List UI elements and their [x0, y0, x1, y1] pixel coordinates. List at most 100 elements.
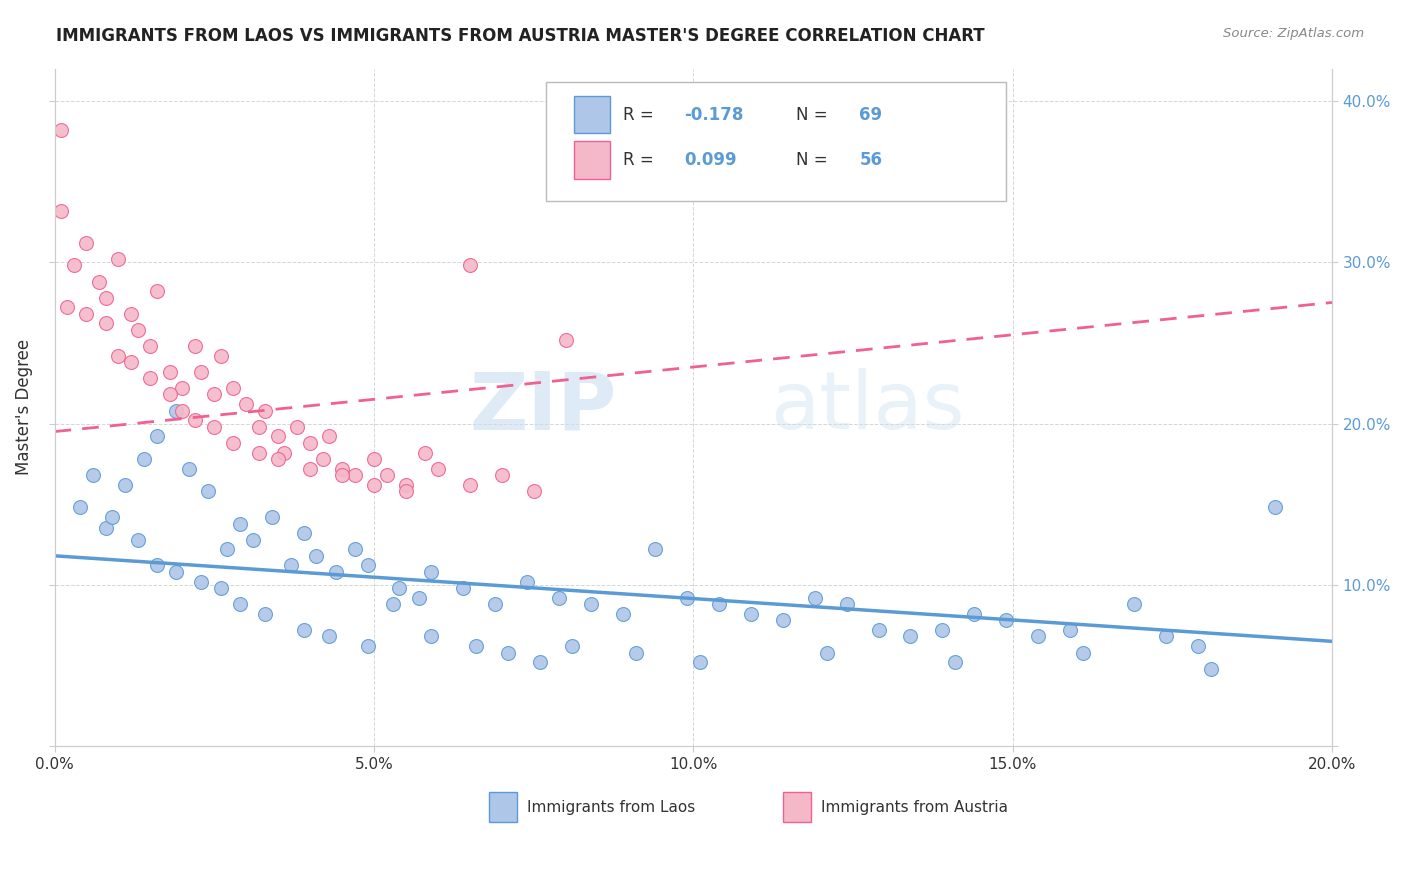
Point: [356, 558, 378, 573]
Point: [267, 429, 290, 443]
Point: [94, 317, 117, 331]
Point: [299, 461, 322, 475]
Point: [689, 655, 711, 669]
Point: [120, 307, 142, 321]
Point: [363, 452, 385, 467]
Text: IMMIGRANTS FROM LAOS VS IMMIGRANTS FROM AUSTRIA MASTER'S DEGREE CORRELATION CHAR: IMMIGRANTS FROM LAOS VS IMMIGRANTS FROM …: [56, 27, 984, 45]
Point: [69, 500, 91, 515]
Point: [1187, 639, 1209, 653]
Point: [75, 235, 97, 250]
Point: [209, 581, 232, 595]
Point: [1154, 630, 1177, 644]
Point: [408, 591, 430, 605]
Point: [190, 574, 212, 589]
Point: [1071, 646, 1094, 660]
Point: [202, 419, 225, 434]
Point: [325, 565, 347, 579]
Point: [242, 533, 264, 547]
Point: [49, 203, 72, 218]
Point: [120, 355, 142, 369]
Point: [318, 429, 340, 443]
Point: [375, 468, 398, 483]
Text: N =: N =: [796, 105, 832, 124]
Point: [82, 468, 104, 483]
Point: [247, 419, 270, 434]
Text: Immigrants from Laos: Immigrants from Laos: [527, 800, 696, 814]
Point: [330, 461, 353, 475]
Point: [343, 468, 366, 483]
Point: [94, 521, 117, 535]
Point: [803, 591, 825, 605]
Text: R =: R =: [623, 105, 659, 124]
Point: [247, 445, 270, 459]
Point: [229, 597, 252, 611]
Point: [943, 655, 966, 669]
Point: [817, 646, 839, 660]
Point: [496, 646, 519, 660]
Point: [222, 435, 245, 450]
Point: [127, 533, 149, 547]
Point: [273, 445, 295, 459]
Point: [523, 484, 546, 499]
Point: [491, 468, 513, 483]
Point: [184, 339, 207, 353]
Point: [612, 607, 634, 621]
Point: [548, 591, 571, 605]
Text: Immigrants from Austria: Immigrants from Austria: [821, 800, 1008, 814]
Point: [312, 452, 335, 467]
Point: [172, 403, 194, 417]
Text: 56: 56: [859, 151, 883, 169]
Point: [215, 542, 238, 557]
Point: [356, 639, 378, 653]
Point: [172, 381, 194, 395]
Point: [835, 597, 858, 611]
Point: [343, 542, 366, 557]
Point: [382, 597, 405, 611]
Point: [260, 510, 283, 524]
Text: atlas: atlas: [770, 368, 965, 446]
Text: ZIP: ZIP: [470, 368, 617, 446]
Point: [1264, 500, 1286, 515]
Text: -0.178: -0.178: [685, 105, 744, 124]
Point: [458, 478, 481, 492]
Text: 69: 69: [859, 105, 883, 124]
Point: [254, 607, 277, 621]
Text: 0.099: 0.099: [685, 151, 737, 169]
Point: [107, 252, 129, 266]
Point: [707, 597, 730, 611]
Point: [145, 558, 167, 573]
Point: [159, 387, 181, 401]
Point: [235, 397, 257, 411]
Text: R =: R =: [623, 151, 659, 169]
Point: [56, 301, 79, 315]
Point: [554, 333, 576, 347]
Point: [254, 403, 277, 417]
Point: [868, 623, 890, 637]
Point: [413, 445, 436, 459]
Point: [159, 365, 181, 379]
Point: [484, 597, 506, 611]
Point: [229, 516, 252, 531]
Point: [458, 259, 481, 273]
Point: [740, 607, 762, 621]
Point: [145, 284, 167, 298]
Text: Source: ZipAtlas.com: Source: ZipAtlas.com: [1223, 27, 1364, 40]
Point: [94, 291, 117, 305]
Point: [453, 581, 475, 595]
Point: [963, 607, 986, 621]
Point: [772, 613, 794, 627]
Point: [931, 623, 953, 637]
Point: [89, 275, 111, 289]
Bar: [575, 141, 610, 178]
FancyBboxPatch shape: [547, 82, 1007, 201]
Point: [209, 349, 232, 363]
Point: [561, 639, 583, 653]
Point: [330, 468, 353, 483]
Point: [305, 549, 328, 563]
Point: [395, 484, 418, 499]
Point: [107, 349, 129, 363]
Point: [529, 655, 551, 669]
Point: [388, 581, 411, 595]
Point: [75, 307, 97, 321]
Point: [426, 461, 449, 475]
